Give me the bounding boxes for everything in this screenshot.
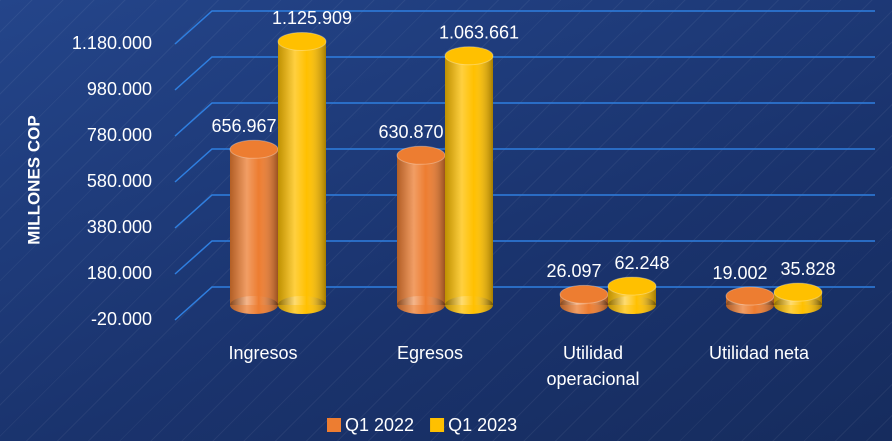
bar-base-shade bbox=[230, 296, 278, 314]
bar-cap bbox=[277, 31, 327, 51]
bar-shade bbox=[230, 149, 278, 305]
y-tick-label: -20.000 bbox=[91, 309, 152, 329]
bar-shade bbox=[278, 41, 326, 306]
bar-base-shade bbox=[278, 296, 326, 314]
grid-line bbox=[174, 56, 875, 91]
bar-cap bbox=[396, 145, 446, 165]
bar-base-shade bbox=[774, 296, 822, 314]
bar-base-shade bbox=[397, 296, 445, 314]
y-tick-label: 580.000 bbox=[87, 171, 152, 191]
value-label: 1.125.909 bbox=[272, 8, 352, 28]
legend-label: Q1 2022 bbox=[345, 415, 414, 435]
bar-cap bbox=[607, 276, 657, 296]
value-label: 62.248 bbox=[614, 253, 669, 273]
grid-line bbox=[174, 102, 875, 137]
bar-shade bbox=[397, 155, 445, 305]
grid-line bbox=[174, 148, 875, 183]
bar-cap bbox=[773, 282, 823, 302]
bar-cap bbox=[725, 286, 775, 306]
y-tick-label: 1.180.000 bbox=[72, 33, 152, 53]
x-tick-label: Utilidad operacional bbox=[546, 343, 640, 389]
y-axis-label: MILLONES COP bbox=[24, 115, 43, 244]
grid-line bbox=[174, 194, 875, 229]
x-tick-label: Utilidad neta bbox=[708, 343, 810, 363]
value-label: 26.097 bbox=[546, 261, 601, 281]
value-label: 35.828 bbox=[780, 259, 835, 279]
legend-label: Q1 2023 bbox=[448, 415, 517, 435]
bar-cap bbox=[559, 284, 609, 304]
value-label: 630.870 bbox=[378, 122, 443, 142]
bar-cap bbox=[229, 139, 279, 159]
grid-line bbox=[174, 10, 875, 45]
legend-swatch bbox=[327, 418, 341, 432]
bar-cap bbox=[444, 46, 494, 66]
bar-base-shade bbox=[608, 296, 656, 314]
x-tick-label: Egresos bbox=[396, 343, 464, 363]
value-label: 1.063.661 bbox=[439, 23, 519, 43]
y-tick-label: 180.000 bbox=[87, 263, 152, 283]
y-tick-label: 980.000 bbox=[87, 79, 152, 99]
legend-swatch bbox=[430, 418, 445, 432]
value-label: 656.967 bbox=[211, 116, 276, 136]
x-tick-label: Ingresos bbox=[228, 343, 298, 363]
y-tick-label: 380.000 bbox=[87, 217, 152, 237]
bar-base-shade bbox=[445, 296, 493, 314]
y-tick-label: 780.000 bbox=[87, 125, 152, 145]
grid-line bbox=[174, 240, 875, 275]
bar-shade bbox=[445, 55, 493, 306]
value-label: 19.002 bbox=[712, 263, 767, 283]
